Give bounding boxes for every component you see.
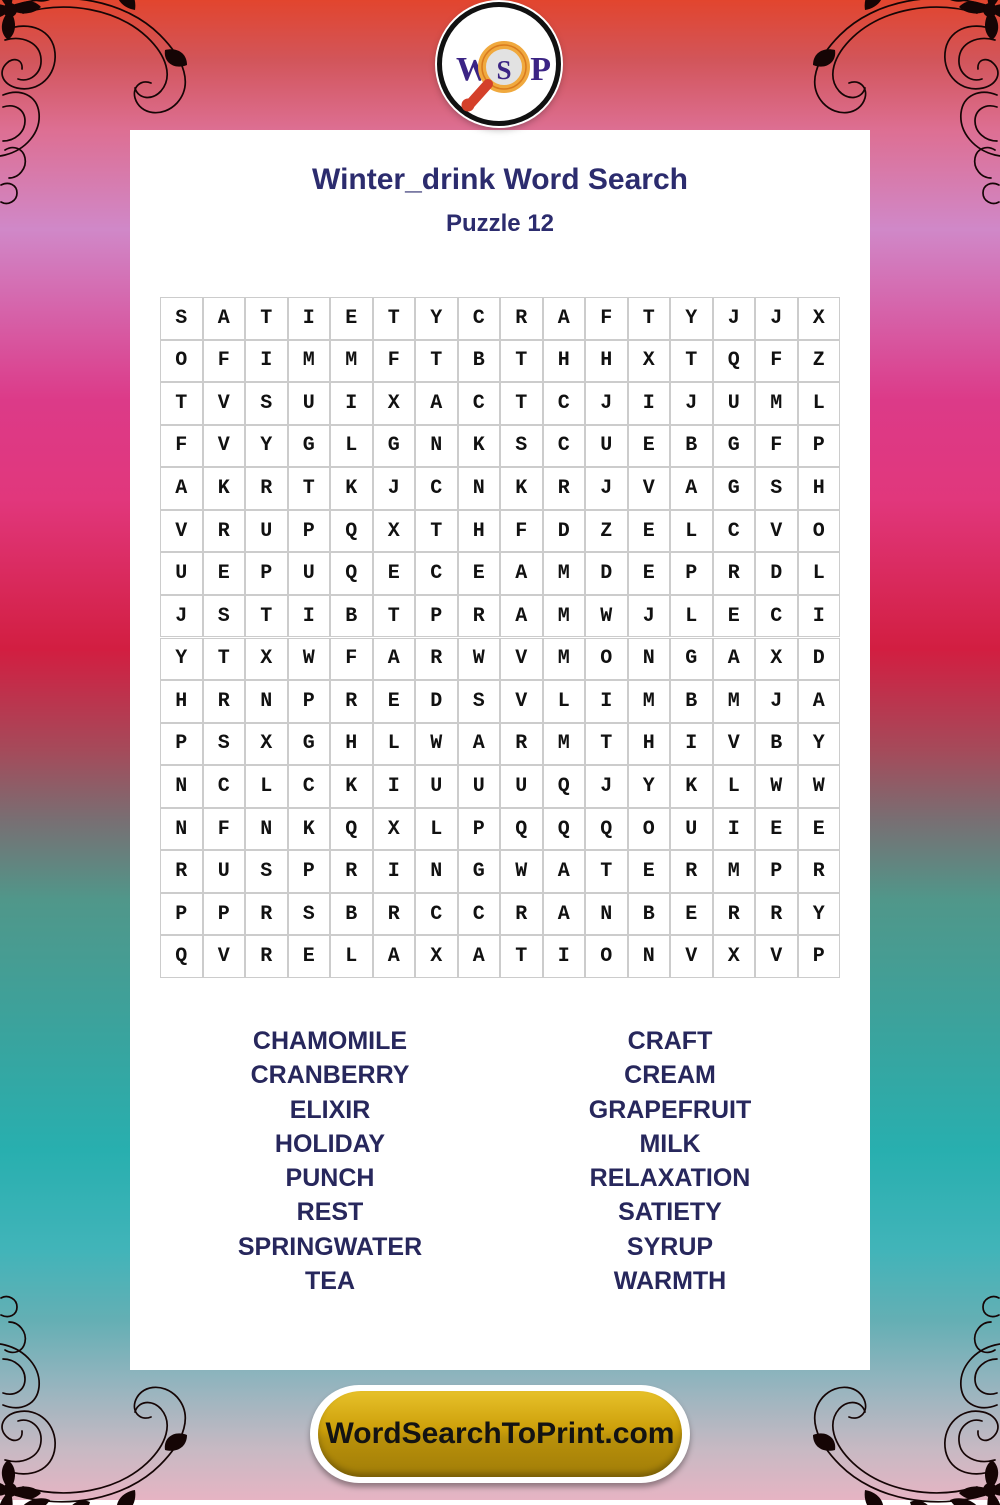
svg-text:S: S xyxy=(496,55,511,85)
svg-text:P: P xyxy=(530,51,551,88)
